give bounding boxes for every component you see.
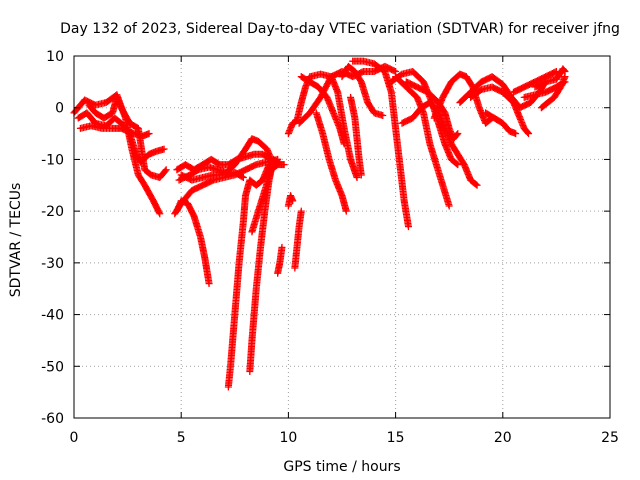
data-point-marker — [473, 181, 481, 189]
data-point-marker — [205, 280, 213, 288]
y-tick-label: 0 — [55, 101, 64, 117]
y-tick-label: -20 — [41, 204, 64, 220]
data-point-marker — [524, 129, 532, 137]
y-axis-label: SDTVAR / TECUs — [8, 183, 24, 298]
y-tick-label: -50 — [41, 359, 64, 375]
x-tick-label: 5 — [177, 430, 186, 446]
data-point-marker — [160, 145, 168, 153]
data-point-marker — [560, 67, 568, 75]
axis-ticks: 0 5 10 15 20 25 10 0 -10 -20 -30 -40 -50 -60 — [41, 49, 619, 446]
series-pass-20 — [338, 62, 387, 119]
data-point-marker — [297, 207, 305, 215]
series-pass-18 — [295, 62, 400, 127]
data-point-marker — [340, 140, 348, 148]
series-pass-10 — [224, 161, 273, 391]
y-tick-label: -60 — [41, 411, 64, 427]
series-pass-30 — [482, 109, 520, 138]
data-point-marker — [239, 174, 247, 182]
plot-frame — [73, 55, 611, 419]
x-tick-label: 0 — [70, 430, 79, 446]
x-tick-label: 10 — [279, 430, 297, 446]
series-pass-15 — [291, 207, 305, 272]
y-tick-label: 10 — [46, 49, 64, 65]
data-point-marker — [289, 197, 297, 205]
data-point-marker — [353, 174, 361, 182]
data-marks — [70, 57, 569, 391]
data-point-marker — [161, 167, 169, 175]
x-tick-label: 15 — [387, 430, 405, 446]
data-point-marker — [525, 130, 533, 138]
data-point-marker — [238, 173, 246, 181]
data-point-marker — [162, 166, 170, 174]
x-axis-label: GPS time / hours — [283, 459, 400, 475]
data-point-marker — [156, 210, 164, 218]
y-tick-label: -40 — [41, 308, 64, 324]
series-pass-03 — [85, 93, 170, 182]
data-point-marker — [472, 180, 480, 188]
data-point-marker — [454, 130, 462, 138]
series-pass-12 — [248, 161, 288, 236]
data-point-marker — [453, 160, 461, 168]
data-point-marker — [357, 171, 365, 179]
data-point-marker — [561, 73, 569, 81]
data-point-marker — [445, 202, 453, 210]
grid-lines — [74, 56, 610, 418]
series-pass-22 — [349, 57, 412, 231]
series-pass-13 — [274, 243, 286, 277]
data-point-marker — [512, 130, 520, 138]
data-point-marker — [342, 207, 350, 215]
series-pass-02 — [74, 109, 168, 166]
series-pass-14 — [284, 192, 297, 210]
series-pass-21 — [347, 93, 365, 179]
series-pass-11 — [246, 155, 282, 375]
data-point-marker — [404, 223, 412, 231]
series-pass-33 — [531, 65, 569, 91]
data-point-marker — [145, 130, 153, 138]
series-pass-28 — [467, 83, 533, 138]
data-point-marker — [379, 111, 387, 119]
x-tick-label: 20 — [494, 430, 512, 446]
y-tick-label: -10 — [41, 152, 64, 168]
series-pass-27 — [402, 78, 462, 143]
data-point-marker — [278, 243, 286, 251]
data-point-marker — [453, 131, 461, 139]
series-pass-31 — [510, 68, 560, 96]
series-pass-34 — [537, 73, 569, 112]
series-pass-04 — [76, 122, 153, 140]
x-tick-label: 25 — [601, 430, 619, 446]
series-pass-19 — [312, 109, 350, 215]
data-point-marker — [454, 161, 462, 169]
chart-title: Day 132 of 2023, Sidereal Day-to-day VTE… — [60, 21, 620, 37]
series-pass-09 — [177, 168, 247, 184]
y-tick-label: -30 — [41, 256, 64, 272]
data-point-marker — [280, 161, 288, 169]
series-pass-23 — [392, 73, 453, 210]
